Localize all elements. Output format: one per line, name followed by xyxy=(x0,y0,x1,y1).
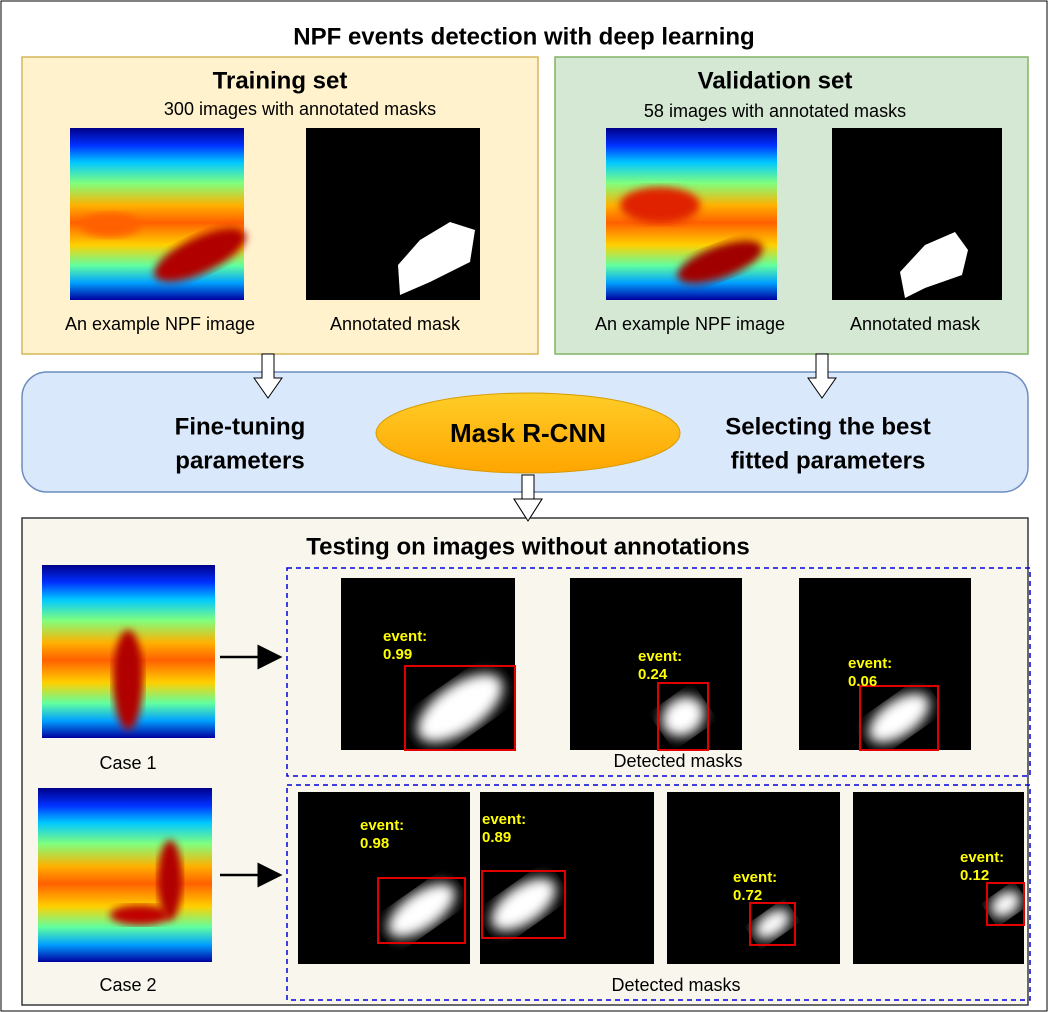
results-box xyxy=(286,567,1031,777)
heatmap xyxy=(42,565,215,738)
image-caption: An example NPF image xyxy=(595,314,785,334)
detection-score: 0.06 xyxy=(848,673,877,690)
mask-blob xyxy=(417,673,503,743)
detection-score: 0.89 xyxy=(482,829,511,846)
detection-box xyxy=(986,882,1025,926)
title: NPF events detection with deep learning xyxy=(293,23,754,50)
detection-score: 0.99 xyxy=(383,646,412,663)
detection-label: event: xyxy=(733,869,777,886)
testing-title: Testing on images without annotations xyxy=(306,533,750,560)
detection-label: event: xyxy=(638,648,682,665)
case-label: Case 2 xyxy=(99,975,156,995)
mask-caption: Annotated mask xyxy=(850,314,981,334)
case-label: Case 1 xyxy=(99,753,156,773)
image-caption: An example NPF image xyxy=(65,314,255,334)
mask-blob xyxy=(387,883,456,938)
mask-blob xyxy=(491,878,556,931)
detection-box xyxy=(404,665,516,751)
mask xyxy=(832,128,1002,300)
mask-panel xyxy=(667,792,840,964)
arrow xyxy=(807,353,837,399)
model-name: Mask R-CNN xyxy=(450,418,606,448)
detection-label: event: xyxy=(383,628,427,645)
detection-label: event: xyxy=(960,849,1004,866)
mask-blob xyxy=(754,908,791,940)
heatmap xyxy=(38,788,212,962)
heatmap xyxy=(70,128,246,300)
mask xyxy=(306,128,480,300)
detection-box xyxy=(377,877,466,944)
validation-subtitle: 58 images with annotated masks xyxy=(644,101,906,121)
detection-score: 0.12 xyxy=(960,867,989,884)
detection-label: event: xyxy=(482,811,526,828)
mask-blob xyxy=(661,696,705,737)
mask-panel xyxy=(480,792,654,964)
results-caption: Detected masks xyxy=(611,975,740,995)
training-title: Training set xyxy=(213,67,348,94)
detection-label: event: xyxy=(360,817,404,834)
model-left: parameters xyxy=(175,447,304,474)
detection-label: event: xyxy=(848,655,892,672)
results-box xyxy=(286,784,1031,1001)
results-caption: Detected masks xyxy=(613,751,742,771)
detection-score: 0.24 xyxy=(638,666,668,683)
detection-box xyxy=(481,870,566,939)
model-left: Fine-tuning xyxy=(175,413,306,440)
mask-blob xyxy=(868,693,930,743)
model-right: fitted parameters xyxy=(731,447,926,474)
detection-box xyxy=(749,902,796,946)
mask-panel xyxy=(853,792,1024,964)
model-ellipse xyxy=(375,392,681,474)
mask-panel xyxy=(570,578,742,750)
detection-box xyxy=(657,682,709,751)
detection-box xyxy=(859,685,939,751)
arrow xyxy=(253,353,283,399)
model-right: Selecting the best xyxy=(725,413,930,440)
detection-score: 0.72 xyxy=(733,887,762,904)
detection-score: 0.98 xyxy=(360,835,389,852)
mask-caption: Annotated mask xyxy=(330,314,461,334)
arrow-head xyxy=(513,498,543,522)
mask-blob xyxy=(990,890,1021,918)
heatmap xyxy=(606,128,777,300)
training-subtitle: 300 images with annotated masks xyxy=(164,99,436,119)
validation-title: Validation set xyxy=(698,67,853,94)
